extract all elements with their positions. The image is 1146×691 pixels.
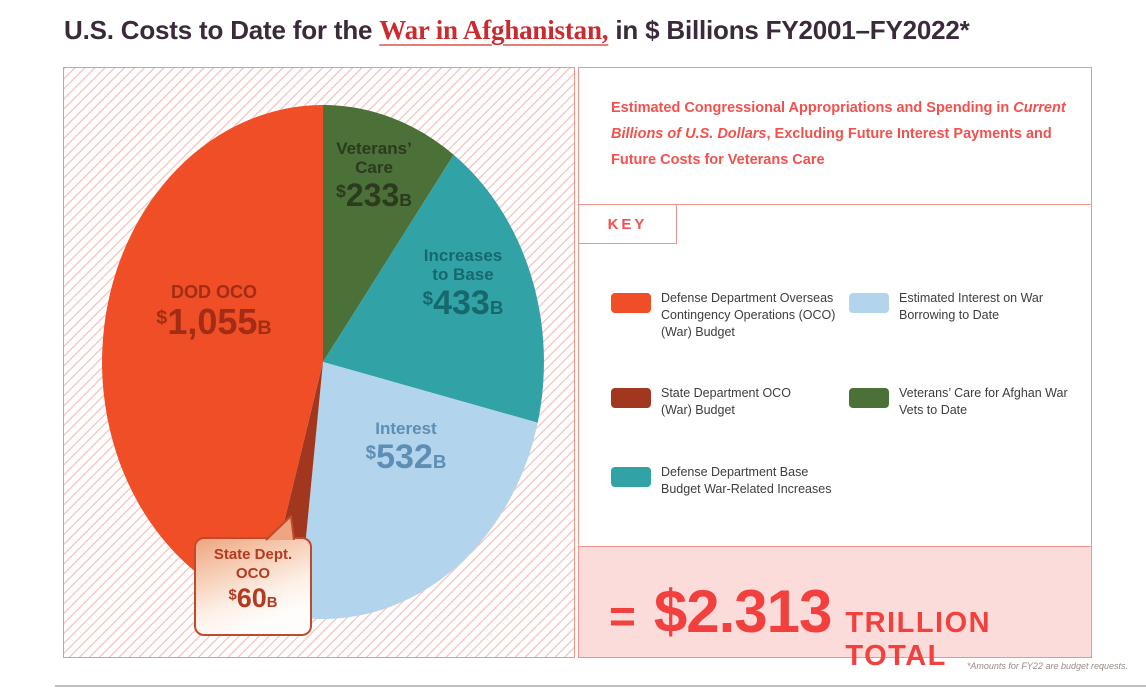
title-suffix: in $ Billions FY2001–FY2022*: [608, 15, 970, 45]
pie-label-interest: Interest $532B: [365, 419, 447, 477]
pie-chart-panel: Veterans’ Care $233B Increases to Base $…: [63, 67, 575, 658]
title-prefix: U.S. Costs to Date for the: [64, 15, 380, 45]
pie-value-state-dept-oco: $60B: [228, 582, 278, 613]
legend-swatch-base-increases: [611, 467, 651, 487]
callout-pointer: [265, 515, 295, 541]
pie-slice-interest: [298, 362, 538, 620]
pie-value-veterans-care: $233B: [336, 177, 412, 214]
legend-swatch-state-dept-oco: [611, 388, 651, 408]
pie-label-dod-oco: DOD OCO $1,055B: [156, 282, 272, 343]
legend-label: Defense Department Overseas Contingency …: [661, 291, 836, 339]
pie-slice-dod-oco: [102, 105, 323, 610]
info-box: Estimated Congressional Appropriations a…: [579, 68, 1091, 205]
pie-value-interest: $532B: [365, 438, 447, 477]
pie-slice-veterans-care: [323, 105, 454, 362]
info-text-italic: Current Billions of U.S. Dollars: [611, 100, 1066, 142]
key-panel: Estimated Congressional Appropriations a…: [578, 67, 1092, 672]
pie-label-increases-to-base: Increases to Base $433B: [422, 246, 504, 323]
pie-slice-increases-to-base: [323, 154, 544, 423]
title-highlight: War in Afghanistan,: [379, 15, 609, 45]
pie-label-veterans-care: Veterans’ Care $233B: [336, 139, 412, 214]
legend-swatch-veterans-care: [849, 388, 889, 408]
total-amount: $2.313: [653, 578, 833, 645]
footnote: *Amounts for FY22 are budget requests.: [966, 661, 1128, 671]
pie-value-increases-to-base: $433B: [422, 284, 504, 323]
legend-label: Veterans’ Care for Afghan War Vets to Da…: [899, 386, 1068, 417]
page-title: U.S. Costs to Date for the War in Afghan…: [64, 15, 970, 46]
callout-state-dept-oco: State Dept. OCO $60B: [194, 537, 312, 636]
total-bar: = $2.313 TRILLION TOTAL: [579, 546, 1091, 672]
total-caption: TRILLION TOTAL: [845, 607, 992, 672]
legend-label: Defense Department Base Budget War-Relat…: [661, 465, 832, 496]
legend-label: State Department OCO (War) Budget: [661, 386, 791, 417]
equals-sign: =: [609, 590, 636, 642]
pie-value-dod-oco: $1,055B: [156, 301, 272, 343]
key-heading: KEY: [579, 205, 677, 244]
legend-swatch-interest: [849, 293, 889, 313]
bottom-divider: [55, 685, 1146, 687]
legend-swatch-defense-oco: [611, 293, 651, 313]
info-text: Estimated Congressional Appropriations a…: [611, 100, 1066, 168]
legend-label: Estimated Interest on War Borrowing to D…: [899, 291, 1044, 322]
pie-chart: [102, 105, 544, 620]
